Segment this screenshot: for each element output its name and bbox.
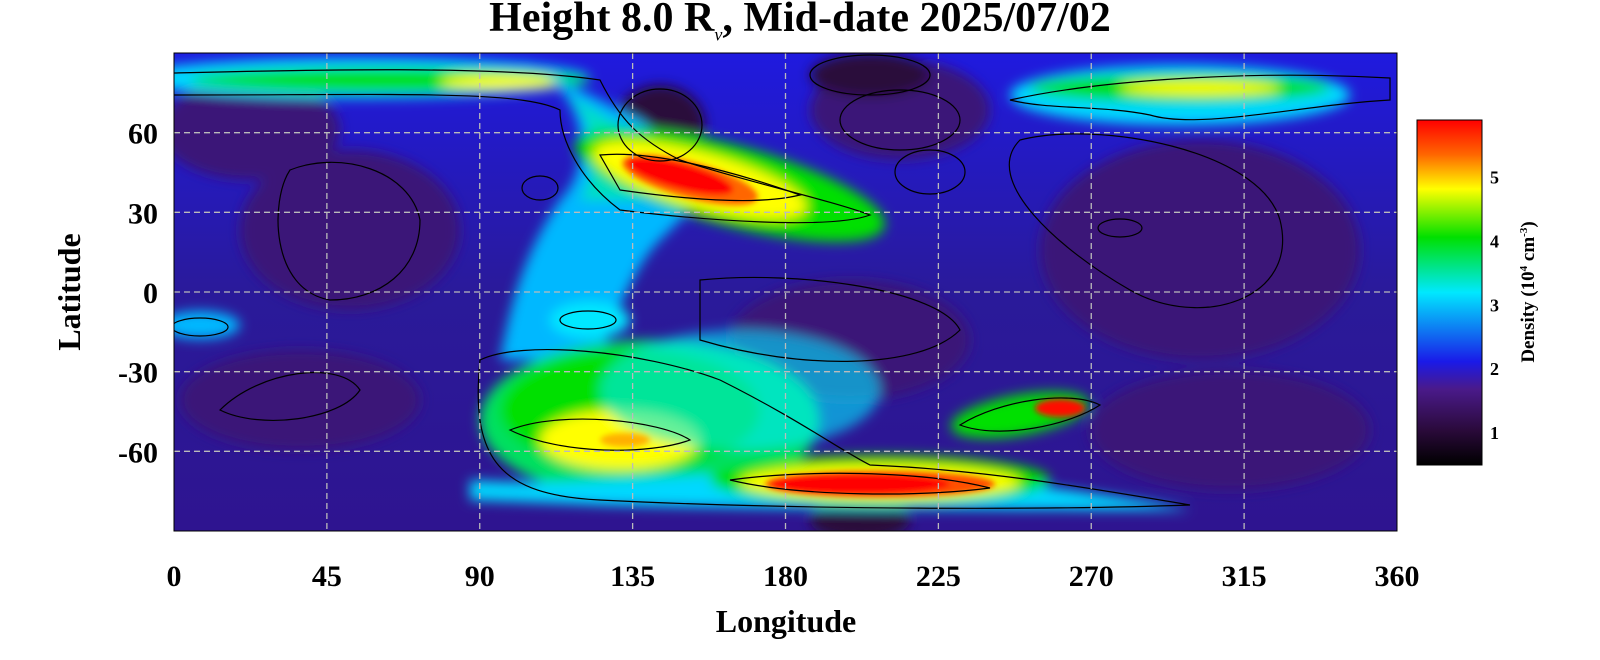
y-tick-labels: 60 30 0 -30 -60 <box>118 118 158 470</box>
colorbar-tick-label: 5 <box>1490 168 1499 188</box>
x-tick-label: 135 <box>610 560 655 593</box>
x-tick-label: 0 <box>167 560 182 593</box>
colorbar-tick-label: 1 <box>1490 423 1499 443</box>
y-tick-label: 0 <box>143 277 158 310</box>
x-tick-label: 45 <box>312 560 342 593</box>
x-tick-label: 90 <box>465 560 495 593</box>
y-tick-label: 30 <box>128 197 158 230</box>
colorbar-tick-label: 2 <box>1490 359 1499 379</box>
x-tick-labels: 0 45 90 135 180 225 270 315 360 <box>167 560 1420 593</box>
colorbar-tick-labels: 1 2 3 4 5 <box>1490 168 1499 444</box>
contour-lines <box>174 54 1391 509</box>
plot-frame <box>173 52 1398 532</box>
y-tick-label: 60 <box>128 118 158 151</box>
x-tick-label: 225 <box>916 560 961 593</box>
grid-lines <box>174 53 1397 531</box>
heatmap-peaks <box>600 154 1085 497</box>
colorbar-tick-label: 4 <box>1490 231 1499 251</box>
x-tick-label: 270 <box>1069 560 1114 593</box>
x-tick-label: 315 <box>1222 560 1267 593</box>
colorbar-tick-label: 3 <box>1490 295 1499 315</box>
heatmap-field <box>174 53 1370 531</box>
colorbar-label: Density (104 cm-3) <box>1518 221 1539 362</box>
x-axis-label: Longitude <box>716 603 856 639</box>
y-tick-label: -60 <box>118 436 158 469</box>
x-tick-label: 360 <box>1375 560 1420 593</box>
colorbar <box>1416 119 1483 466</box>
y-axis-label: Latitude <box>51 233 87 350</box>
y-tick-label: -30 <box>118 357 158 390</box>
chart-title: Height 8.0 Rν, Mid-date 2025/07/02 <box>489 0 1111 45</box>
x-tick-label: 180 <box>763 560 808 593</box>
